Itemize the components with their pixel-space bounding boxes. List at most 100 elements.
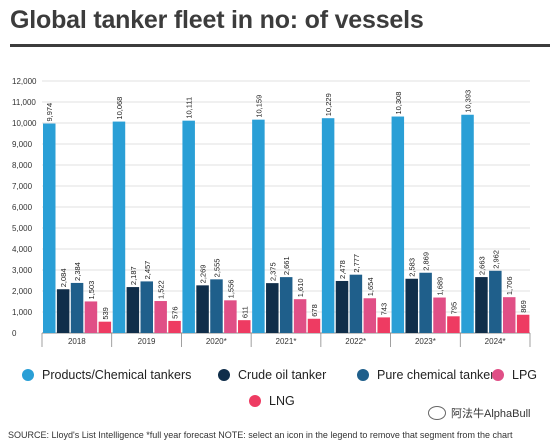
y-tick-label: 4,000 [12,245,33,254]
legend-label: Products/Chemical tankers [42,368,192,382]
data-label: 2,777 [352,254,361,273]
bar-products-chemical-tankers [252,119,265,333]
data-label: 10,308 [394,92,403,115]
data-label: 743 [380,303,389,316]
legend-dot [22,369,34,381]
bar-products-chemical-tankers [391,116,405,333]
data-label: 2,478 [338,260,347,279]
bar-lng [168,320,181,333]
y-tick-label: 9,000 [12,140,33,149]
data-label: 2,375 [268,262,277,281]
bar-crude-oil-tanker [56,289,70,333]
bar-pure-chemical-tanker [140,281,154,333]
data-label: 2,663 [477,256,486,275]
legend-dot [218,369,230,381]
data-label: 2,269 [199,265,208,284]
bar-products-chemical-tankers [182,120,195,333]
y-tick-label: 12,000 [12,77,37,86]
legend-label: Pure chemical tanker [377,368,495,382]
data-label: 2,084 [59,268,68,287]
bar-pure-chemical-tanker [210,279,223,333]
x-tick-label: 2022* [345,337,366,346]
bar-chart: 0 1,000 2,000 3,000 4,000 5,000 6,000 7,000 8,00… [12,77,531,347]
data-label: 10,159 [254,95,263,118]
bar-lpg [154,301,167,333]
bar-lng [516,314,530,333]
legend-item-crude-oil[interactable]: Crude oil tanker [218,368,326,382]
bar-crude-oil-tanker [475,277,488,333]
bar-pure-chemical-tanker [489,270,502,333]
data-label: 2,583 [408,258,417,277]
data-label: 1,522 [157,280,166,299]
x-tick-label: 2020* [206,337,227,346]
y-tick-label: 6,000 [12,203,33,212]
data-label: 1,610 [296,278,305,297]
bar-crude-oil-tanker [196,285,209,333]
legend-item-lng[interactable]: LNG [249,394,295,408]
watermark-text: 阿法牛AlphaBull [451,408,531,420]
data-label: 2,661 [282,256,291,275]
bar-lpg [363,298,377,333]
bar-products-chemical-tankers [112,121,126,334]
x-tick-label: 2024* [485,337,506,346]
bar-lng [377,317,390,333]
bar-lpg [433,297,446,333]
y-tick-label: 5,000 [12,224,33,233]
data-label: 1,654 [366,277,375,296]
y-tick-label: 1,000 [12,308,33,317]
bar-lng [98,321,112,333]
data-label: 10,068 [115,97,124,120]
legend-label: Crude oil tanker [238,368,327,382]
watermark: 阿法牛AlphaBull [428,405,530,421]
data-label: 2,457 [143,261,152,280]
legend-label: LPG [512,368,538,382]
bar-pure-chemical-tanker [349,274,363,333]
legend-item-pure-chemical[interactable]: Pure chemical tanker [357,368,494,382]
bar-lng [447,316,460,333]
y-tick-label: 11,000 [12,98,36,107]
data-label: 10,229 [324,93,333,116]
bar-products-chemical-tankers [461,114,474,333]
legend-dot [249,395,261,407]
bar-pure-chemical-tanker [279,277,293,333]
bar-lpg [502,297,516,333]
wechat-icon [428,406,446,420]
x-tick-label: 2023* [415,337,436,346]
bar-lpg [293,299,307,333]
bar-lpg [84,301,98,333]
data-label: 869 [519,300,528,313]
data-label: 611 [240,306,249,318]
data-label: 1,689 [436,277,445,296]
y-tick-label: 0 [12,329,17,338]
data-label: 795 [449,302,458,315]
data-label: 2,962 [491,250,500,269]
data-label: 2,384 [73,262,82,281]
data-label: 1,556 [226,280,235,299]
y-tick-label: 7,000 [12,182,33,191]
legend-dot [492,369,504,381]
data-label: 576 [171,306,180,319]
legend-item-lpg[interactable]: LPG [492,368,537,382]
data-label: 2,555 [212,259,221,278]
legend-label: LNG [269,394,295,408]
bar-crude-oil-tanker [335,280,349,333]
x-tick-label: 2019 [138,337,156,346]
y-tick-label: 2,000 [12,287,33,296]
bar-lpg [224,300,237,333]
source-note: SOURCE: Lloyd's List Intelligence *full … [8,430,513,440]
bar-lng [238,320,251,333]
bar-pure-chemical-tanker [70,282,84,333]
title-rule [10,44,550,47]
y-tick-label: 8,000 [12,161,33,170]
y-tick-label: 3,000 [12,266,33,275]
data-label: 1,706 [505,276,514,295]
bar-products-chemical-tankers [43,123,56,334]
data-label: 10,111 [185,97,194,119]
y-tick-label: 10,000 [12,119,37,128]
bar-crude-oil-tanker [126,287,140,333]
legend-item-products-chemical[interactable]: Products/Chemical tankers [22,368,191,382]
bar-products-chemical-tankers [321,118,335,333]
bar-crude-oil-tanker [405,278,418,333]
data-label: 2,187 [129,266,138,285]
data-label: 2,869 [422,252,431,271]
